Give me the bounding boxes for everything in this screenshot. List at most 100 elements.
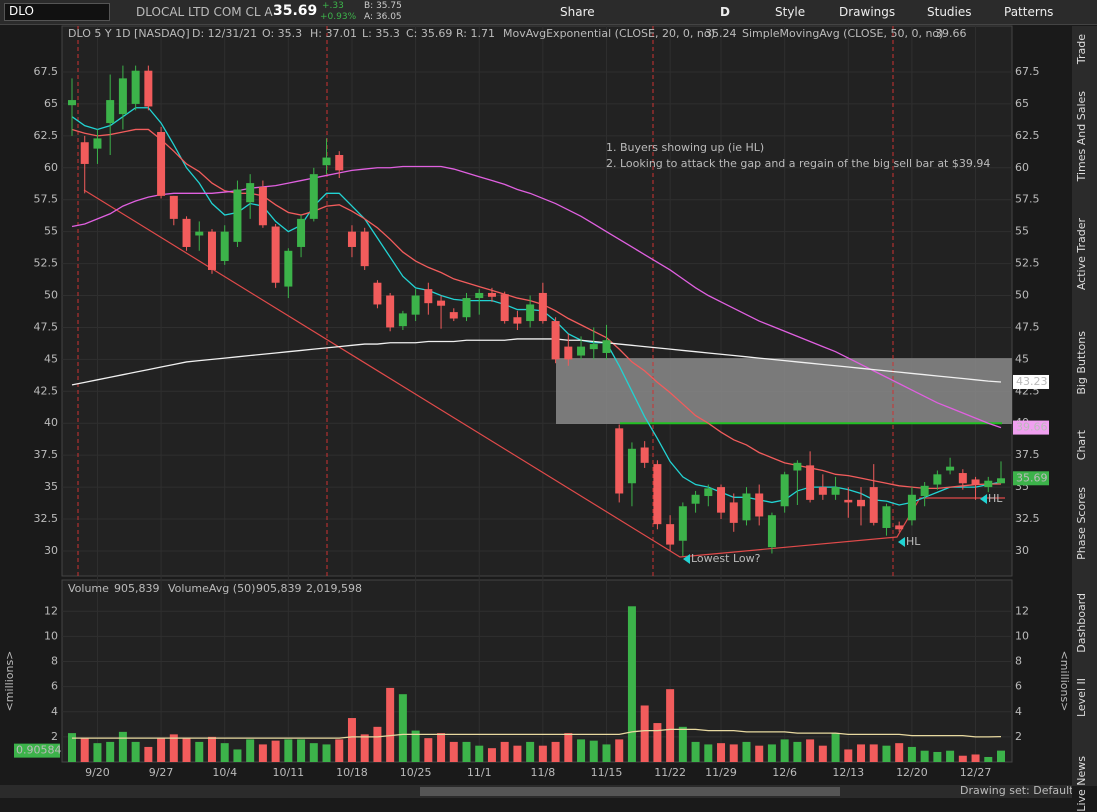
header-text: O: 35.3 [262,27,302,40]
period-button[interactable]: D [720,5,730,19]
volume-bar [538,745,547,762]
candle-body [997,478,1005,484]
x-tick-label: 11/15 [591,766,623,779]
side-tab[interactable]: Chart [1075,430,1088,461]
candle-body [551,321,560,360]
candle-body [984,480,993,488]
candle-body [704,488,713,497]
volume-bar [144,746,153,762]
last-price: 35.69 [273,3,318,19]
volume-bar [564,733,573,762]
scroll-thumb [420,787,840,796]
side-tab[interactable]: Phase Scores [1075,487,1088,560]
volume-badge: 0.90584 [16,744,62,757]
volume-bar [615,739,624,762]
y-tick-label: 40 [44,416,58,429]
volume-bar [335,739,344,762]
volume-bar [246,739,255,762]
volume-bar [666,689,675,762]
y-tick-label-right: 2 [1015,730,1022,743]
x-tick-label: 9/20 [85,766,110,779]
label: HL [906,535,921,548]
y-tick-label-right: 37.5 [1015,448,1040,461]
volume-bar [907,746,916,762]
header-text: D: 12/31/21 [192,27,257,40]
y-tick-label-right: 10 [1015,629,1029,642]
volume-bar [729,744,738,762]
header-text: DLO 5 Y 1D [NASDAQ] [68,27,190,40]
label: HL [988,492,1003,505]
units-left: <millions> [3,651,16,712]
y-tick-label: 30 [44,544,58,557]
side-tab[interactable]: Trade [1075,34,1088,65]
candle-body [627,448,636,484]
candle-body [297,218,306,247]
side-tab[interactable]: Live News [1075,756,1088,812]
volume-bar [755,745,764,762]
sma50-badge-bg [1013,420,1049,435]
sma200-badge-bg [1013,374,1049,389]
candle-body [487,292,496,297]
x-tick-label: 12/6 [772,766,797,779]
patterns-button[interactable]: Patterns [1004,5,1054,19]
volume-bar [80,738,89,762]
y-tick-label-right: 45 [1015,352,1029,365]
volume-bar [347,718,356,762]
candle-body [118,78,127,115]
side-tab[interactable]: Times And Sales [1075,91,1088,182]
side-tab[interactable]: Active Trader [1075,218,1088,291]
y-tick-label-right: 52.5 [1015,257,1040,270]
candle-body [106,100,115,124]
y-tick-label-right: 57.5 [1015,193,1040,206]
volume-header: 905,839 [114,582,160,595]
x-tick-label: 10/11 [272,766,304,779]
y-tick-label-right: 8 [1015,655,1022,668]
volume-bar [818,745,827,762]
volume-bar [462,741,471,762]
candle-body [80,142,89,164]
style-button[interactable]: Style [775,5,806,19]
arrow [980,494,987,504]
y-tick-label: 8 [51,655,58,668]
volume-bar [857,744,866,762]
volume-bar [169,734,178,762]
side-tab[interactable]: Big Buttons [1075,331,1088,395]
change: +.33 [322,1,344,11]
candle-body [780,474,789,507]
candle-body [284,250,293,287]
y-tick-label: 12 [44,604,58,617]
side-tab[interactable]: Level II [1075,678,1088,718]
volume-bar [704,744,713,762]
candle-body [373,282,382,305]
units-right: <millions> [1058,651,1071,712]
y-tick-label: 10 [44,629,58,642]
volume-bar [322,744,331,762]
share-button[interactable]: Share [560,5,595,19]
y-tick-label: 55 [44,225,58,238]
x-tick-label: 12/20 [896,766,928,779]
date-axis [0,764,1072,784]
studies-button[interactable]: Studies [927,5,972,19]
header-text: C: 35.69 [406,27,452,40]
symbol-box[interactable]: DLO [4,3,110,21]
candle-body [755,493,764,517]
x-tick-label: 11/8 [531,766,556,779]
candle-body [564,346,573,360]
candle-body [933,474,942,485]
candle-body [233,189,242,242]
side-tab[interactable]: Dashboard [1075,593,1088,653]
volume-bar [118,731,127,762]
volume-header: 2,019,598 [306,582,362,595]
drawings-button[interactable]: Drawings [839,5,896,19]
candle-body [666,524,675,545]
volume-bar [309,743,318,762]
note: 2. Looking to attack the gap and a regai… [606,157,990,170]
y-tick-label-right: 47.5 [1015,320,1040,333]
candle-body [271,226,280,283]
price-pane [61,25,1013,577]
volume-bar [806,739,815,762]
volume-bar [182,738,191,762]
candle-body [869,487,878,523]
candle-body [475,292,484,299]
volume-bar [424,738,433,762]
